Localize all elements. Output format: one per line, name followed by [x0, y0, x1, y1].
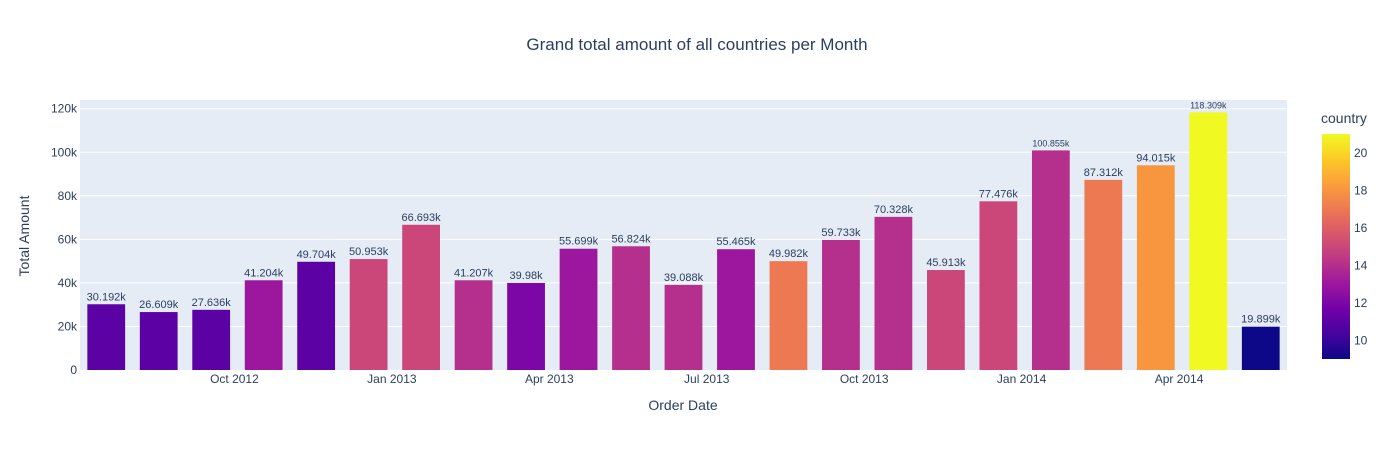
bar [612, 246, 650, 370]
bar [244, 280, 283, 370]
bar-value-label: 70.328k [874, 204, 914, 216]
y-axis-title: Total Amount [16, 195, 32, 276]
x-tick-label: Jul 2013 [684, 372, 730, 386]
colorbar-tick-label: 14 [1354, 258, 1368, 272]
bar-value-label: 59.733k [821, 227, 861, 239]
bar [1084, 179, 1123, 370]
bar [297, 261, 336, 370]
x-tick-label: Jan 2014 [997, 372, 1047, 386]
bar-value-label: 45.913k [926, 257, 966, 269]
bar [822, 239, 860, 370]
colorbar-tick-label: 12 [1354, 296, 1368, 310]
colorbar-tick-label: 18 [1354, 183, 1368, 197]
bar [874, 216, 913, 370]
bar-value-label: 50.953k [349, 246, 389, 258]
bar [1136, 165, 1175, 370]
x-tick-label: Jan 2013 [367, 372, 417, 386]
bar [454, 280, 493, 370]
bar-value-label: 56.824k [611, 233, 651, 245]
bar [559, 248, 598, 370]
bar-value-label: 66.693k [402, 212, 442, 224]
bar-value-label: 30.192k [87, 291, 127, 303]
colorbar [1322, 134, 1350, 359]
x-tick-label: Apr 2013 [525, 372, 574, 386]
bar [507, 282, 545, 370]
y-axis-ticks: 0 20k 40k 60k 80k 100k 120k [51, 102, 78, 377]
bar [769, 261, 808, 370]
y-tick-label: 40k [58, 276, 78, 290]
colorbar-tick-label: 10 [1354, 333, 1368, 347]
bar-value-label: 41.207k [454, 267, 494, 279]
bar-value-label: 77.476k [979, 188, 1019, 200]
bar [1241, 326, 1280, 370]
x-axis-title: Order Date [648, 397, 717, 413]
x-tick-label: Oct 2012 [210, 372, 259, 386]
bar-value-label: 27.636k [192, 297, 232, 309]
bar [979, 201, 1018, 370]
bar-value-label: 94.015k [1136, 152, 1176, 164]
bar [402, 224, 441, 370]
colorbar-tick-label: 20 [1354, 146, 1368, 160]
x-axis-ticks: Oct 2012 Jan 2013 Apr 2013 Jul 2013 Oct 2013… [210, 372, 1204, 386]
y-tick-label: 80k [58, 189, 78, 203]
bar-value-label: 49.704k [297, 249, 337, 261]
bar-value-label: 87.312k [1084, 167, 1124, 179]
x-tick-label: Oct 2013 [840, 372, 889, 386]
chart-title: Grand total amount of all countries per … [526, 35, 867, 54]
bar [87, 304, 126, 370]
bar-value-label: 55.699k [559, 236, 599, 248]
y-tick-label: 120k [51, 102, 78, 116]
bar [349, 259, 388, 370]
colorbar-title: country [1321, 110, 1367, 126]
bar-value-label: 41.204k [244, 267, 284, 279]
bar-value-label: 19.899k [1241, 314, 1281, 326]
y-tick-label: 0 [70, 363, 77, 377]
bar [717, 249, 755, 370]
bar [664, 284, 703, 370]
colorbar-tick-label: 16 [1354, 221, 1368, 235]
bar [1031, 150, 1070, 370]
bar [192, 309, 231, 370]
bar [139, 312, 178, 370]
colorbar-ticks: 10 12 14 16 18 20 [1354, 146, 1368, 348]
x-tick-label: Apr 2014 [1155, 372, 1204, 386]
bar-value-label: 49.982k [769, 248, 809, 260]
bar-value-label: 39.088k [664, 272, 704, 284]
bar [1189, 112, 1228, 370]
y-tick-label: 60k [58, 232, 78, 246]
y-tick-label: 20k [58, 319, 78, 333]
bar-value-label: 100.855k [1032, 138, 1070, 148]
bar-value-label: 26.609k [139, 299, 179, 311]
bar-value-label: 118.309k [1190, 100, 1227, 110]
bar-labels: 30.192k 26.609k 27.636k 41.204k 49.704k 50.95… [87, 100, 1281, 325]
bar-value-label: 55.465k [716, 236, 756, 248]
bar [926, 270, 965, 370]
bar-value-label: 39.98k [510, 270, 544, 282]
bars [87, 112, 1280, 370]
y-tick-label: 100k [51, 145, 78, 159]
